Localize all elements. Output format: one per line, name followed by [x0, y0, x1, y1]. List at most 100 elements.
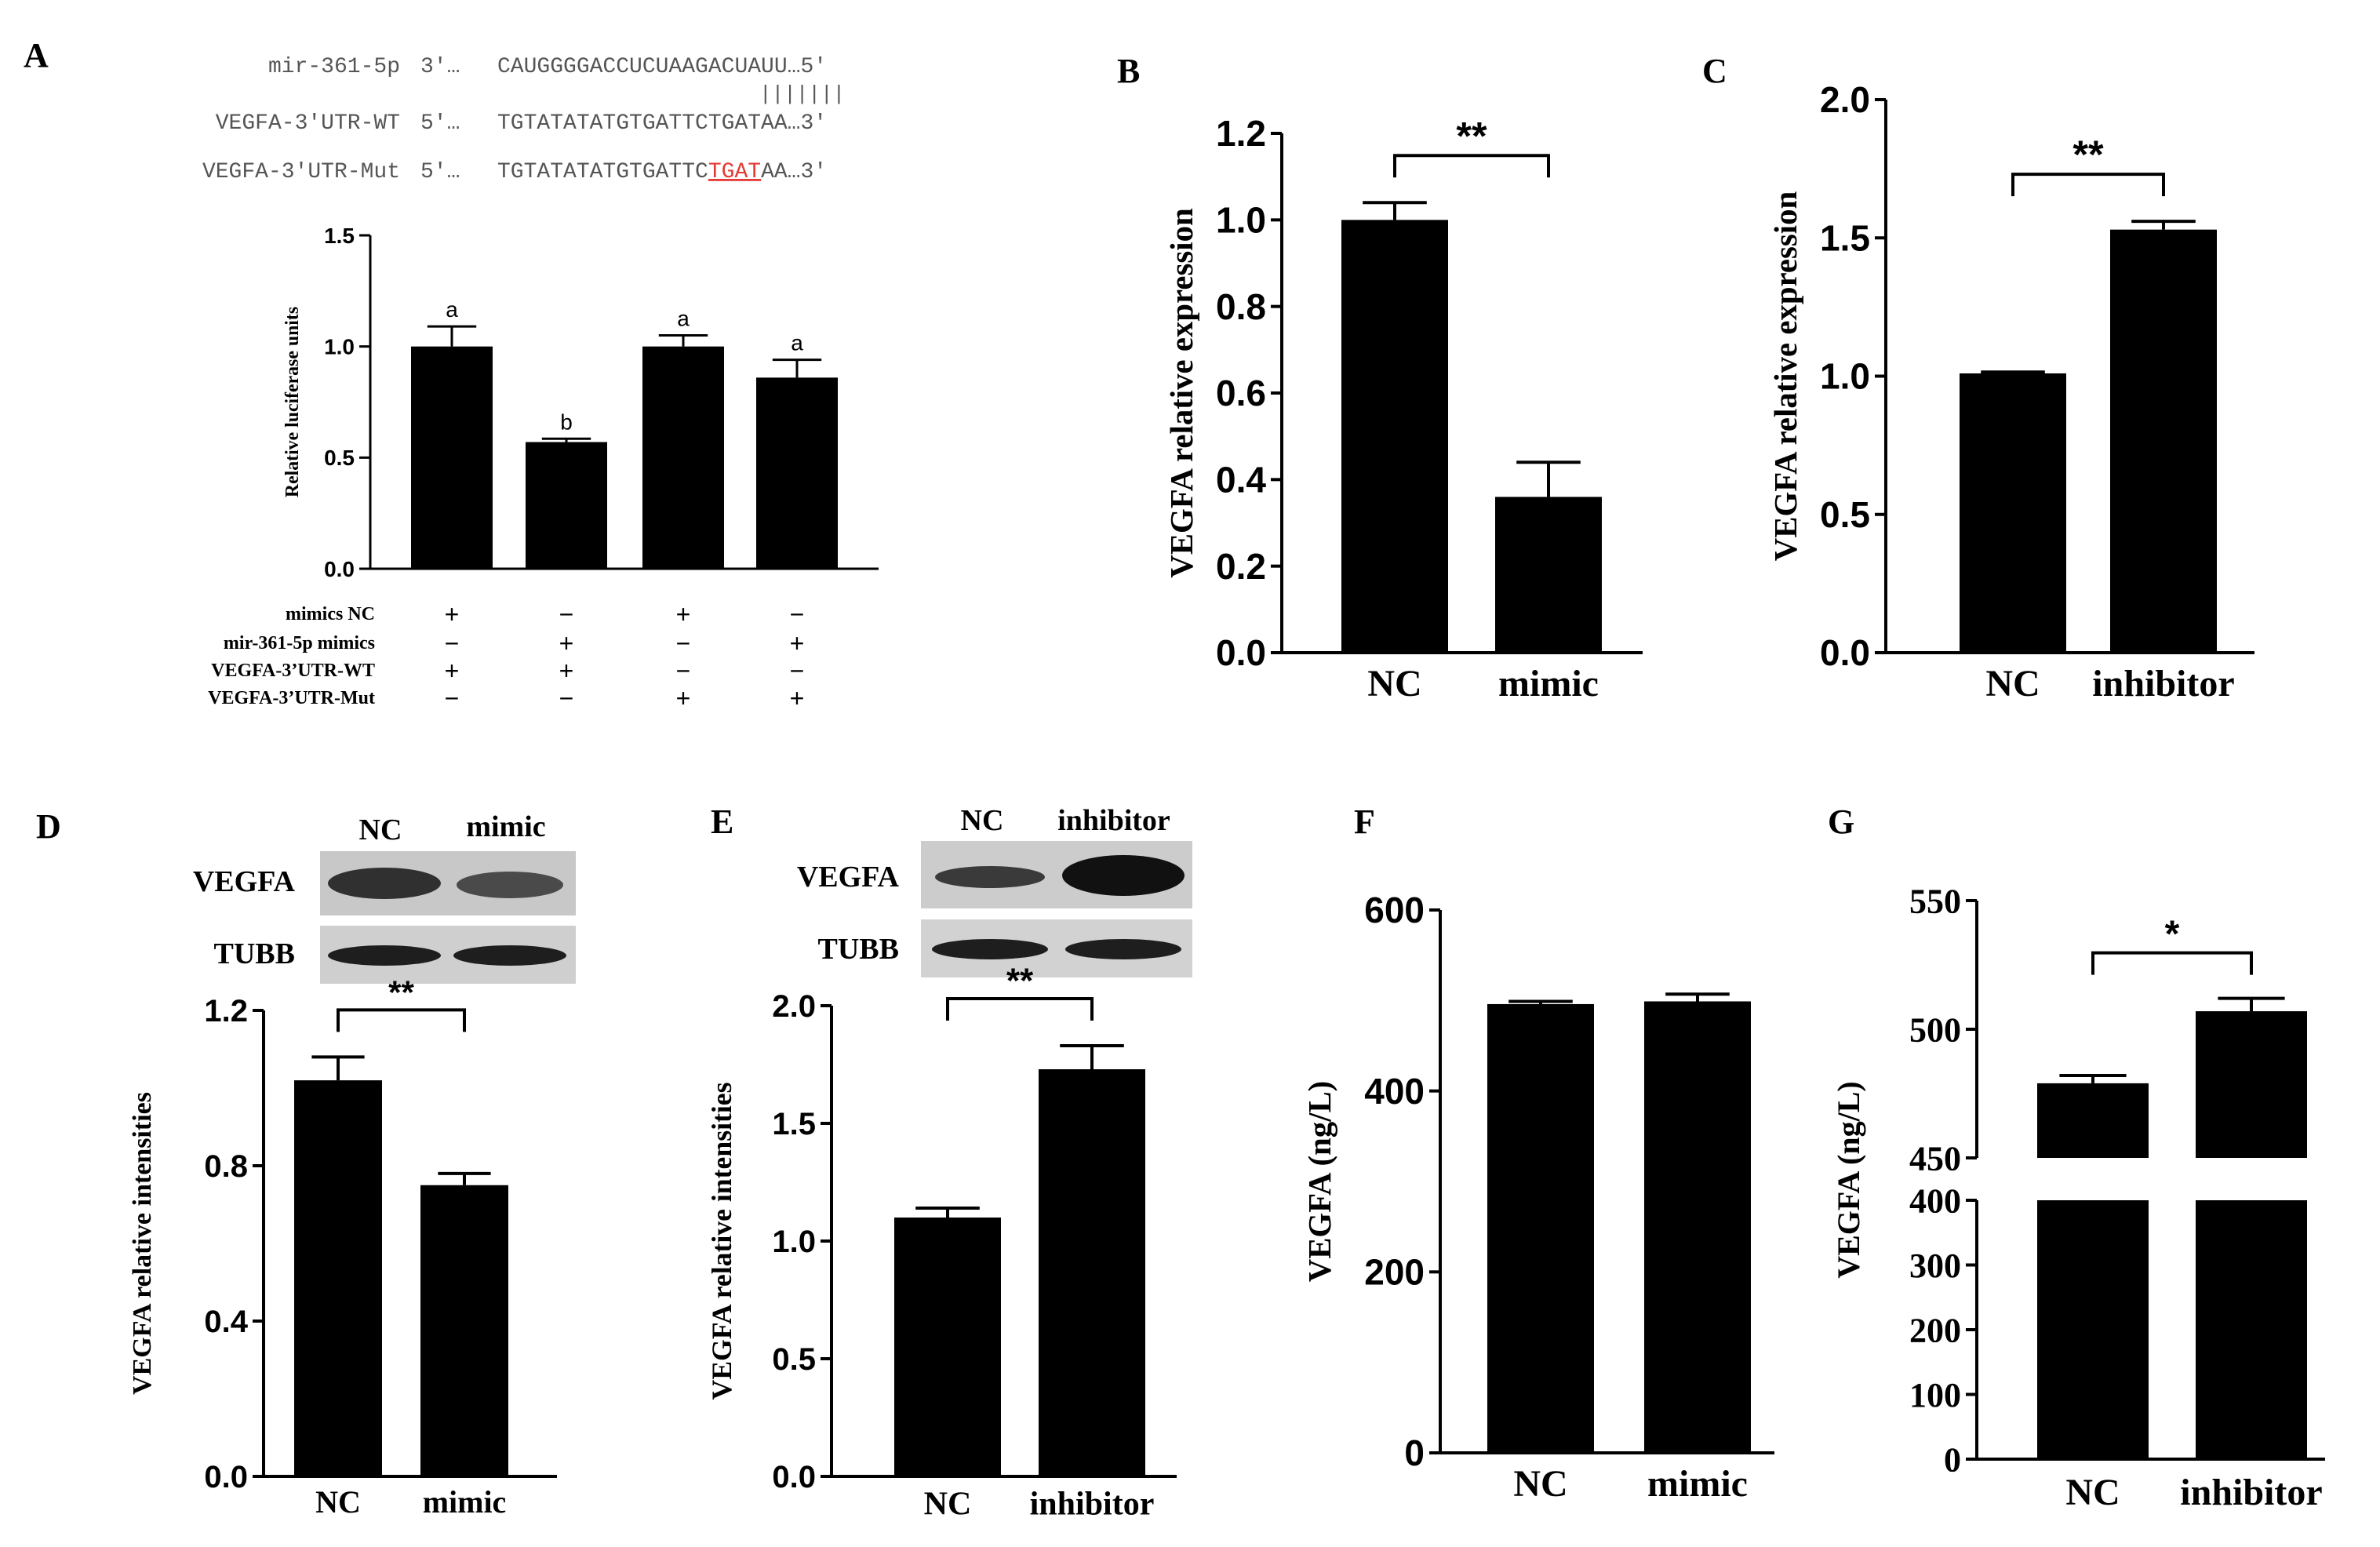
chart-c: 0.0 0.5 1.0 1.5 2.0 VEGFA relative expression… — [1768, 79, 2254, 704]
y-tick-label: 0.6 — [1216, 373, 1266, 413]
panel-label-f: F — [1354, 803, 1375, 841]
mut-seq-pre: TGTATATATGTGATTC — [497, 160, 708, 184]
sequence-alignment: mir-361-5p 3′… CAUGGGGACCUCUAAGACUAUU…5′… — [202, 55, 845, 184]
y-tick-label: 0.4 — [204, 1305, 248, 1339]
chart-f: 0 200 400 600 VEGFA (ng/L) NC mimic — [1302, 890, 1774, 1505]
y-tick-label: 400 — [1909, 1181, 1961, 1220]
y-tick-label: 1.2 — [204, 994, 248, 1028]
y-tick-label: 0.5 — [1820, 494, 1870, 535]
significance-mark: ** — [1006, 962, 1034, 1000]
y-tick-label: 1.0 — [772, 1225, 816, 1259]
panel-label-b: B — [1117, 52, 1140, 90]
x-tick-label: NC — [1513, 1463, 1567, 1505]
condition-sign: + — [790, 629, 805, 657]
y-tick-label: 1.5 — [1820, 217, 1870, 258]
bar-lower-segment — [2196, 1200, 2307, 1459]
condition-sign: − — [559, 600, 574, 628]
blot-d-band-tubb: TUBB — [214, 937, 295, 970]
condition-sign: − — [445, 684, 460, 712]
y-axis-label: VEGFA (ng/L) — [1831, 1081, 1866, 1279]
bar — [642, 346, 724, 569]
bar — [1495, 497, 1602, 653]
y-tick-label: 0.4 — [1216, 459, 1266, 500]
condition-row-label: VEGFA-3’UTR-Mut — [208, 688, 375, 708]
y-axis-label: VEGFA relative intensities — [128, 1092, 157, 1395]
mirna-end: 3′… — [420, 55, 460, 79]
bar — [420, 1185, 508, 1476]
panel-label-d: D — [36, 807, 61, 846]
bar-lower-segment — [2037, 1200, 2149, 1459]
chart-e: 0.0 0.5 1.0 1.5 2.0 VEGFA relative intensitie… — [706, 962, 1177, 1522]
blot-e-lane-nc: NC — [961, 804, 1004, 837]
western-blot-d: NC mimic VEGFA TUBB — [193, 810, 576, 984]
bar — [526, 442, 607, 569]
y-tick-label: 1.5 — [324, 224, 355, 248]
x-tick-label: NC — [2065, 1472, 2120, 1513]
condition-sign: + — [445, 600, 460, 628]
bar — [1341, 220, 1448, 653]
x-tick-label: inhibitor — [2180, 1472, 2322, 1513]
y-tick-label: 1.0 — [1820, 356, 1870, 397]
y-tick-label: 0.5 — [772, 1342, 816, 1377]
blot-d-vegfa-band-nc — [328, 868, 441, 899]
y-tick-label: 0.0 — [772, 1460, 816, 1494]
blot-d-vegfa-band-mimic — [457, 872, 563, 898]
mut-seq-mutated: TGAT — [708, 160, 761, 184]
mut-seq: TGTATATATGTGATTCTGATAA…3′ — [497, 160, 827, 184]
y-tick-label: 600 — [1364, 890, 1425, 930]
blot-e-tubb-band-nc — [932, 939, 1048, 959]
blot-e-vegfa-band-inhibitor — [1062, 855, 1185, 896]
charts: 0.0 0.5 1.0 1.5 Relative luciferase units a b a… — [128, 79, 2325, 1522]
condition-sign: − — [790, 600, 805, 628]
y-tick-label: 1.5 — [772, 1107, 816, 1141]
mirna-seq: CAUGGGGACCUCUAAGACUAUU…5′ — [497, 55, 827, 79]
bar-label: b — [560, 410, 573, 434]
y-axis-label: VEGFA relative expression — [1768, 191, 1803, 561]
condition-sign: + — [559, 629, 574, 657]
y-tick-label: 0.2 — [1216, 546, 1266, 587]
x-tick-label: mimic — [1498, 663, 1599, 704]
panel-label-c: C — [1702, 52, 1727, 90]
seed-pairing: ||||||| — [759, 82, 845, 106]
significance-bracket — [1393, 154, 1550, 178]
panel-label-e: E — [711, 803, 733, 841]
significance-bracket — [946, 997, 1094, 1021]
y-tick-label: 100 — [1909, 1376, 1961, 1414]
bar-label: a — [446, 297, 458, 322]
chart-b: 0.0 0.2 0.4 0.6 0.8 1.0 1.2 VEGFA relative expr… — [1164, 113, 1643, 704]
condition-table: mimics NC + − + −mir-361-5p mimics − + − +VEGFA-… — [208, 600, 804, 712]
bar — [2037, 1083, 2149, 1158]
bar — [1644, 1001, 1751, 1453]
y-tick-label: 0.8 — [204, 1149, 248, 1184]
y-tick-label: 1.0 — [324, 334, 355, 359]
western-blot-e: NC inhibitor VEGFA TUBB — [797, 804, 1192, 977]
x-tick-label: inhibitor — [1030, 1486, 1155, 1522]
wt-seq: TGTATATATGTGATTCTGATAA…3′ — [497, 111, 827, 136]
y-tick-label: 1.0 — [1216, 199, 1266, 240]
bar — [2196, 1011, 2307, 1158]
blot-e-vegfa-band-nc — [935, 866, 1045, 888]
mirna-name: mir-361-5p — [268, 55, 400, 79]
condition-sign: − — [445, 629, 460, 657]
y-tick-label: 2.0 — [1820, 79, 1870, 120]
condition-sign: − — [676, 657, 691, 685]
y-tick-label: 0.8 — [1216, 286, 1266, 327]
x-tick-label: mimic — [423, 1484, 507, 1520]
y-tick-label: 200 — [1909, 1311, 1961, 1349]
bar — [1039, 1069, 1145, 1476]
x-tick-label: NC — [315, 1484, 361, 1520]
panel-label-a: A — [24, 36, 49, 75]
x-tick-label: inhibitor — [2092, 663, 2234, 704]
significance-bracket — [2091, 951, 2253, 975]
condition-sign: + — [445, 657, 460, 685]
y-tick-label: 2.0 — [772, 989, 816, 1024]
blot-d-band-vegfa: VEGFA — [193, 865, 296, 898]
mut-seq-post: AA…3′ — [761, 160, 827, 184]
y-tick-label: 500 — [1909, 1010, 1961, 1049]
y-axis-label: VEGFA (ng/L) — [1302, 1081, 1337, 1283]
blot-d-lane-mimic: mimic — [466, 810, 545, 843]
blot-d-lane-nc: NC — [359, 814, 402, 846]
condition-sign: − — [676, 629, 691, 657]
